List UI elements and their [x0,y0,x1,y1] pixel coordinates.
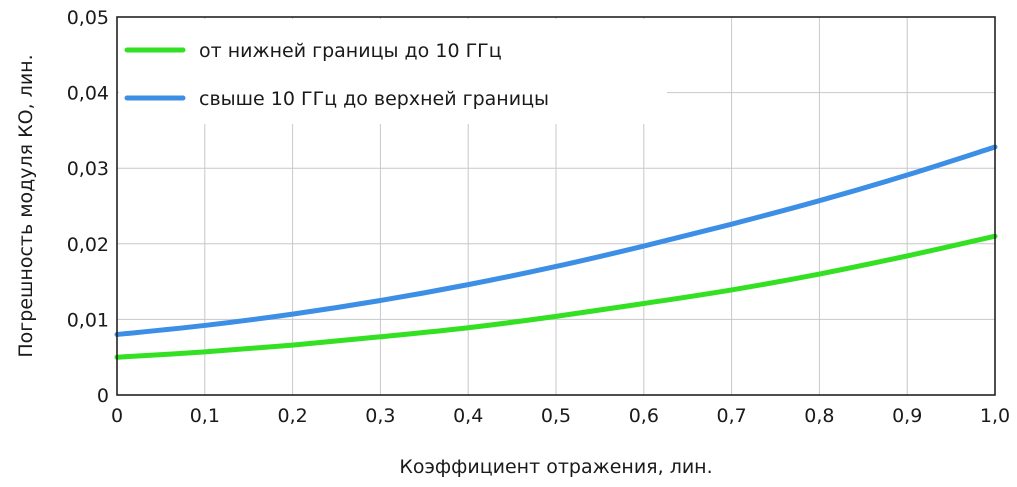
x-axis-label: Коэффициент отражения, лин. [399,456,712,478]
x-tick-label: 0 [111,405,123,427]
x-tick-labels: 0 0,1 0,2 0,3 0,4 0,5 0,6 0,7 0,8 0,9 1,0 [111,405,1010,427]
series-line-1 [114,233,998,360]
legend: от нижней границы до 10 ГГц свыше 10 ГГц … [119,19,667,124]
y-tick-label: 0,05 [67,7,109,29]
legend-label-1: от нижней границы до 10 ГГц [199,40,502,62]
y-tick-label: 0,04 [67,83,109,105]
x-tick-label: 1,0 [980,405,1010,427]
y-tick-labels: 0 0,01 0,02 0,03 0,04 0,05 [67,7,109,407]
x-tick-label: 0,8 [804,405,834,427]
x-tick-label: 0,6 [629,405,659,427]
y-tick-label: 0,01 [67,309,109,331]
series-line-2 [114,144,998,338]
y-tick-label: 0,02 [67,234,109,256]
x-tick-label: 0,9 [892,405,922,427]
y-tick-label: 0,03 [67,158,109,180]
series-layer [114,144,998,360]
x-tick-label: 0,3 [365,405,395,427]
plot-frame [116,16,996,396]
x-tick-label: 0,4 [453,405,483,427]
y-tick-label: 0 [97,385,109,407]
x-tick-label: 0,7 [716,405,746,427]
legend-label-2: свыше 10 ГГц до верхней границы [199,88,549,110]
x-tick-label: 0,2 [277,405,307,427]
legend-background [119,19,667,124]
y-axis-label: Погрешность модуля КО, лин. [15,54,37,357]
x-tick-label: 0,1 [190,405,220,427]
x-tick-label: 0,5 [541,405,571,427]
